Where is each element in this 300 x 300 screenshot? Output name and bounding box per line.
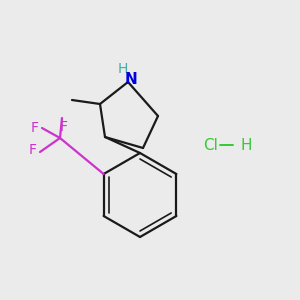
Text: F: F xyxy=(60,120,68,134)
Text: Cl: Cl xyxy=(203,137,218,152)
Text: H: H xyxy=(240,137,251,152)
Text: F: F xyxy=(31,121,39,135)
Text: F: F xyxy=(29,143,37,157)
Text: H: H xyxy=(118,62,128,76)
Text: N: N xyxy=(124,71,137,86)
